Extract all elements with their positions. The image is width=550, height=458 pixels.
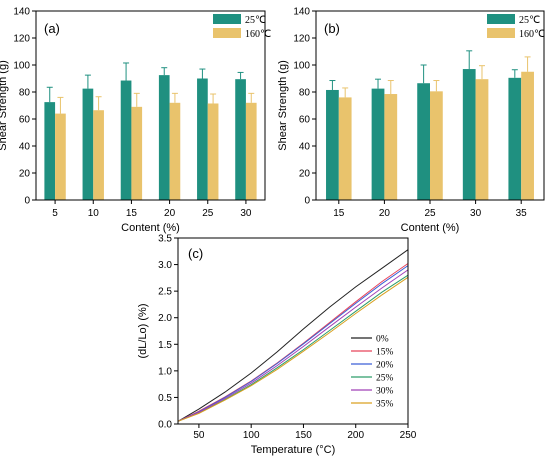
panel-label: (b) bbox=[324, 21, 340, 36]
bar-25℃-35 bbox=[508, 77, 522, 200]
y-tick-label: 1.0 bbox=[158, 366, 172, 377]
y-axis-label: Shear Strength (g) bbox=[277, 60, 289, 151]
y-tick-label: 100 bbox=[293, 61, 310, 72]
x-tick-label: 10 bbox=[88, 208, 100, 219]
bar-25℃-25 bbox=[417, 83, 430, 200]
legend-label: 30% bbox=[376, 387, 394, 397]
x-axis-label: Temperature (°C) bbox=[251, 444, 335, 456]
legend-label: 25℃ bbox=[519, 15, 540, 26]
y-tick-label: 1.5 bbox=[158, 340, 172, 351]
y-tick-label: 120 bbox=[293, 34, 310, 45]
bar-panel-a: 5 10 15 20 25 30 0 20 40 60 80 100 120 140 Content (%)… bbox=[0, 7, 271, 235]
y-tick-label: 0.0 bbox=[158, 420, 172, 431]
series-line-25pct bbox=[177, 274, 409, 422]
line-panel-c: 50 100 150 200 250 0.0 0.5 1.0 1.5 2.0 2.5 3.0 3.5 Te… bbox=[137, 234, 417, 457]
bar-25℃-5 bbox=[44, 102, 56, 200]
bar-160℃-15 bbox=[131, 106, 143, 200]
y-tick-label: 2.5 bbox=[158, 287, 172, 298]
legend-label: 160℃ bbox=[519, 29, 545, 40]
x-tick-label: 35 bbox=[516, 208, 528, 219]
x-tick-label: 25 bbox=[202, 208, 214, 219]
x-tick-label: 20 bbox=[164, 208, 176, 219]
y-tick-label: 3.0 bbox=[158, 260, 172, 271]
y-tick-label: 60 bbox=[19, 115, 31, 126]
plot-frame bbox=[315, 10, 545, 201]
y-tick-label: 60 bbox=[299, 115, 311, 126]
legend-swatch bbox=[213, 28, 241, 38]
bar-25℃-15 bbox=[326, 89, 339, 200]
bar-160℃-25 bbox=[207, 103, 219, 200]
legend-label: 15% bbox=[376, 348, 394, 358]
panel-label: (c) bbox=[188, 246, 203, 261]
plot-frame bbox=[177, 237, 409, 425]
legend-swatch bbox=[213, 14, 241, 24]
bar-160℃-20 bbox=[384, 94, 398, 200]
y-tick-label: 80 bbox=[299, 88, 311, 99]
series-line-0pct bbox=[177, 249, 409, 422]
x-tick-label: 15 bbox=[333, 208, 345, 219]
y-tick-label: 140 bbox=[293, 7, 310, 18]
x-tick-label: 20 bbox=[379, 208, 391, 219]
x-tick-label: 150 bbox=[295, 430, 312, 441]
bar-160℃-15 bbox=[338, 97, 352, 200]
x-tick-label: 50 bbox=[193, 430, 205, 441]
y-tick-label: 120 bbox=[13, 34, 30, 45]
legend-label: 25% bbox=[376, 374, 394, 384]
bar-25℃-15 bbox=[120, 80, 132, 200]
bar-160℃-10 bbox=[93, 110, 104, 200]
plot-frame bbox=[35, 10, 266, 201]
bar-25℃-10 bbox=[82, 88, 94, 200]
bar-25℃-30 bbox=[235, 79, 246, 200]
x-tick-label: 250 bbox=[400, 430, 417, 441]
legend-label: 35% bbox=[376, 400, 394, 410]
bar-25℃-20 bbox=[371, 88, 385, 200]
bar-160℃-5 bbox=[55, 113, 66, 200]
series-line-35pct bbox=[177, 276, 409, 422]
y-axis-label: Shear Strength (g) bbox=[0, 60, 9, 151]
legend-label: 0% bbox=[376, 335, 389, 345]
y-tick-label: 40 bbox=[299, 142, 311, 153]
bar-25℃-25 bbox=[197, 78, 208, 200]
legend-label: 160℃ bbox=[245, 29, 271, 40]
y-tick-label: 3.5 bbox=[158, 234, 172, 245]
x-tick-label: 100 bbox=[243, 430, 260, 441]
bar-25℃-20 bbox=[158, 75, 170, 200]
y-tick-label: 2.0 bbox=[158, 313, 172, 324]
bar-25℃-30 bbox=[462, 69, 476, 200]
legend-swatch bbox=[487, 14, 515, 24]
y-tick-label: 40 bbox=[19, 142, 31, 153]
legend-label: 20% bbox=[376, 361, 394, 371]
y-tick-label: 100 bbox=[13, 61, 30, 72]
y-axis-label: (dL/Lo) (%) bbox=[137, 303, 149, 358]
x-tick-label: 5 bbox=[52, 208, 58, 219]
panel-label: (a) bbox=[44, 21, 60, 36]
y-tick-label: 20 bbox=[19, 169, 31, 180]
y-tick-label: 80 bbox=[19, 88, 31, 99]
x-axis-label: Content (%) bbox=[401, 222, 460, 234]
y-tick-label: 0 bbox=[304, 196, 310, 207]
series-line-20pct bbox=[177, 265, 409, 422]
y-tick-label: 140 bbox=[13, 7, 30, 18]
x-tick-label: 30 bbox=[470, 208, 482, 219]
legend-label: 25℃ bbox=[245, 15, 266, 26]
x-tick-label: 30 bbox=[240, 208, 252, 219]
bar-160℃-30 bbox=[245, 102, 257, 200]
series-line-30pct bbox=[177, 269, 409, 422]
y-tick-label: 20 bbox=[299, 169, 311, 180]
x-tick-label: 25 bbox=[424, 208, 436, 219]
bar-160℃-35 bbox=[521, 71, 534, 200]
y-tick-label: 0.5 bbox=[158, 393, 172, 404]
bar-160℃-30 bbox=[475, 79, 489, 200]
x-tick-label: 15 bbox=[126, 208, 138, 219]
x-axis-label: Content (%) bbox=[121, 222, 180, 234]
bar-160℃-25 bbox=[430, 91, 443, 200]
series-line-15pct bbox=[177, 263, 409, 422]
bar-panel-b: 15 20 25 30 35 0 20 40 60 80 100 120 140 Content (%) S… bbox=[277, 7, 545, 235]
y-tick-label: 0 bbox=[24, 196, 30, 207]
x-tick-label: 200 bbox=[347, 430, 364, 441]
bar-160℃-20 bbox=[169, 102, 181, 200]
legend-swatch bbox=[487, 28, 515, 38]
